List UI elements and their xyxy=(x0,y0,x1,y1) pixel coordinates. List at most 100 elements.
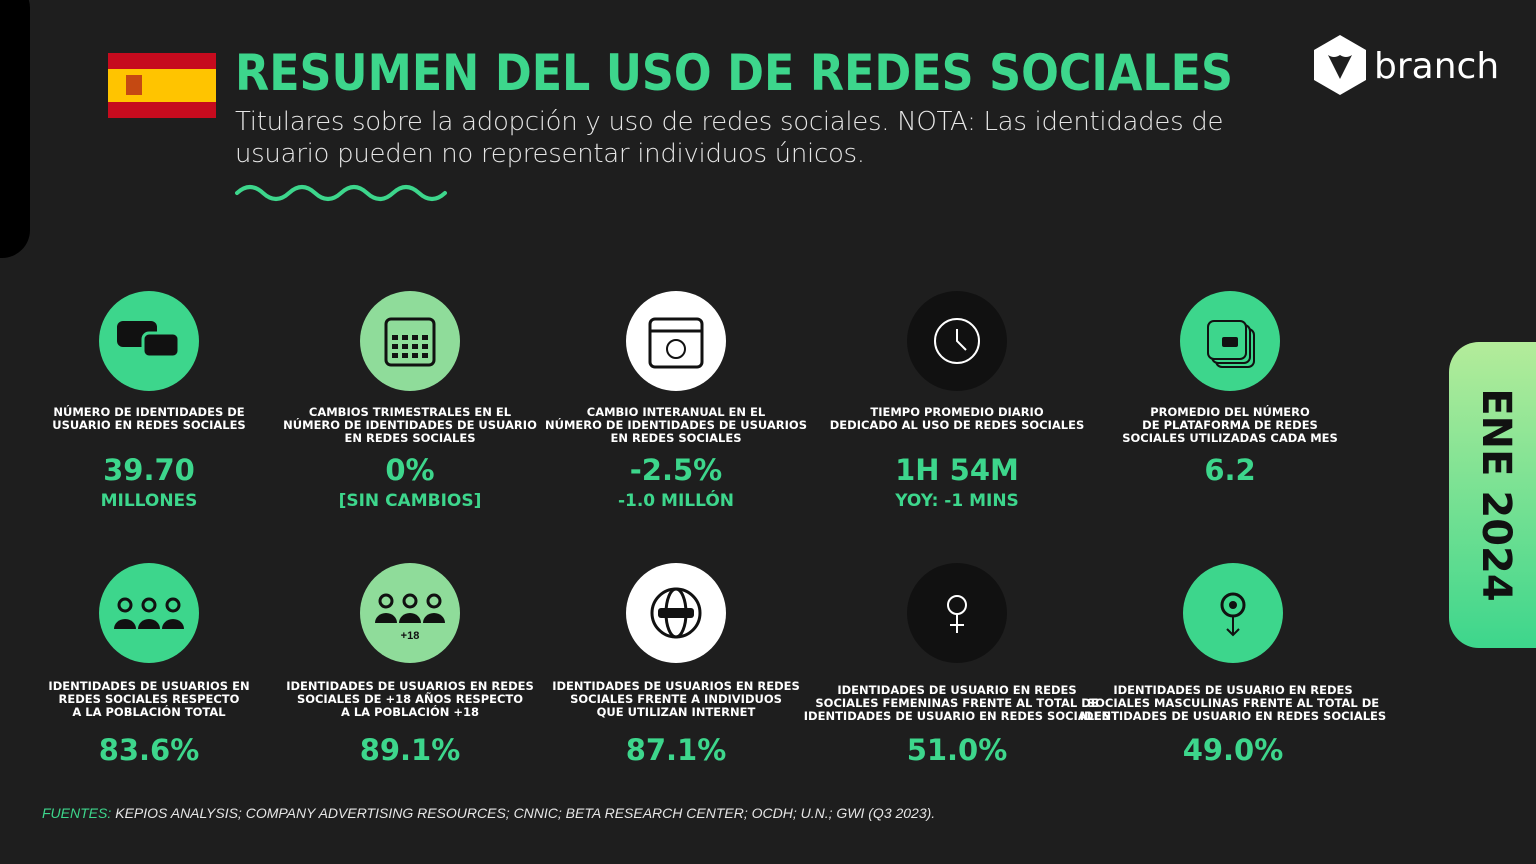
stat-sub: -1.0 MILLÓN xyxy=(618,489,734,511)
wave xyxy=(235,185,447,201)
stat-label: TIEMPO PROMEDIO DIARIO xyxy=(870,405,1043,419)
icon-text: +18 xyxy=(401,630,420,642)
stat-sub: MILLONES xyxy=(101,491,198,511)
stat-sub: [SIN CAMBIOS] xyxy=(339,491,482,511)
icon-shape xyxy=(375,613,397,623)
stat-label: CAMBIO INTERANUAL EN EL xyxy=(587,405,766,419)
icon-shape xyxy=(402,335,408,340)
stat-label: PROMEDIO DEL NÚMERO xyxy=(1150,404,1310,419)
stat-label: A LA POBLACIÓN TOTAL xyxy=(72,704,226,719)
icon-shape xyxy=(422,344,428,349)
icon-shape xyxy=(422,353,428,358)
corner-tab xyxy=(0,0,30,258)
icon-shape xyxy=(165,597,181,613)
icon-shape xyxy=(141,597,157,613)
stat-label: DEDICADO AL USO DE REDES SOCIALES xyxy=(830,418,1084,432)
icon-shape xyxy=(392,353,398,358)
stat-value: 89.1% xyxy=(360,733,461,767)
icon-shape xyxy=(1222,337,1238,347)
icon-shape xyxy=(138,619,160,629)
stat-label: REDES SOCIALES RESPECTO xyxy=(59,692,240,706)
sources-label: FUENTES: xyxy=(42,805,111,821)
icon-shape xyxy=(423,613,445,623)
icon-circle xyxy=(360,291,460,391)
date-label: ENE 2024 xyxy=(1473,388,1519,601)
stat-label: SOCIALES DE +18 AÑOS RESPECTO xyxy=(297,691,523,706)
icon-shape xyxy=(399,613,421,623)
stat-label: SOCIALES MASCULINAS FRENTE AL TOTAL DE xyxy=(1087,696,1379,710)
stat-label: EN REDES SOCIALES xyxy=(344,431,475,445)
stat-label: IDENTIDADES DE USUARIO EN REDES xyxy=(837,683,1076,697)
stat-label: NÚMERO DE IDENTIDADES DE xyxy=(53,404,244,419)
stat-value: 49.0% xyxy=(1183,733,1284,767)
stat-label: USUARIO EN REDES SOCIALES xyxy=(52,418,245,432)
icon-shape xyxy=(934,318,980,364)
stat-value: 0% xyxy=(385,453,434,487)
icon-shape xyxy=(1229,601,1237,609)
stat-label: DE PLATAFORMA DE REDES xyxy=(1142,418,1318,432)
stat-label: IDENTIDADES DE USUARIO EN REDES SOCIALES xyxy=(804,709,1110,723)
icon-shape xyxy=(392,335,398,340)
flag xyxy=(108,53,216,118)
stat-value: 1H 54M xyxy=(895,453,1019,487)
stat-label: SOCIALES UTILIZADAS CADA MES xyxy=(1122,431,1338,445)
stat-card: +18 IDENTIDADES DE USUARIOS EN REDESSOCIA… xyxy=(286,563,534,767)
icon-shape xyxy=(114,619,136,629)
sources-text: KEPIOS ANALYSIS; COMPANY ADVERTISING RES… xyxy=(115,805,935,821)
brand-name: branch xyxy=(1374,46,1499,87)
stat-sub: YOY: -1 MINS xyxy=(894,491,1019,511)
icon-shape xyxy=(392,344,398,349)
stat-value: -2.5% xyxy=(630,453,722,487)
stat-label: SOCIALES FEMENINAS FRENTE AL TOTAL DE xyxy=(815,696,1098,710)
stat-label: QUE UTILIZAN INTERNET xyxy=(597,705,756,719)
icon-shape xyxy=(402,353,408,358)
icon-shape xyxy=(1226,616,1240,637)
stat-label: NÚMERO DE IDENTIDADES DE USUARIOS xyxy=(545,417,807,432)
stat-card: IDENTIDADES DE USUARIO EN REDESSOCIALES … xyxy=(1080,563,1386,767)
stat-label: EN REDES SOCIALES xyxy=(610,431,741,445)
stat-label: IDENTIDADES DE USUARIOS EN REDES xyxy=(552,679,800,693)
icon-shape xyxy=(117,597,133,613)
icon-shape xyxy=(426,593,442,609)
stat-label: CAMBIOS TRIMESTRALES EN EL xyxy=(309,405,512,419)
stat-label: A LA POBLACIÓN +18 xyxy=(341,704,479,719)
icon-shape xyxy=(950,614,964,633)
stat-value: 51.0% xyxy=(907,733,1008,767)
icon-shape xyxy=(412,353,418,358)
icon-shape xyxy=(658,608,694,618)
icon-shape xyxy=(666,339,686,359)
icon-shape xyxy=(422,335,428,340)
icon-shape xyxy=(378,593,394,609)
brand-logo: branch xyxy=(1314,35,1499,95)
stat-card: IDENTIDADES DE USUARIOS EN REDESSOCIALES… xyxy=(552,563,800,767)
title: RESUMEN DEL USO DE REDES SOCIALES xyxy=(235,44,1233,102)
icon-shape xyxy=(412,344,418,349)
icon-shape xyxy=(956,329,967,351)
icon-shape xyxy=(412,335,418,340)
icon-shape xyxy=(648,317,704,369)
subtitle: Titulares sobre la adopción y uso de red… xyxy=(235,107,1224,169)
date-tab xyxy=(1449,342,1536,648)
stat-value: 39.70 xyxy=(103,453,195,487)
icon-shape xyxy=(402,344,408,349)
icon-circle xyxy=(99,563,199,663)
stat-label: IDENTIDADES DE USUARIOS EN REDES xyxy=(286,679,534,693)
stat-card: IDENTIDADES DE USUARIO EN REDESSOCIALES … xyxy=(804,563,1110,767)
stat-value: 87.1% xyxy=(626,733,727,767)
icon-shape xyxy=(402,593,418,609)
stat-value: 6.2 xyxy=(1204,453,1255,487)
stat-label: IDENTIDADES DE USUARIO EN REDES xyxy=(1113,683,1352,697)
icon-shape xyxy=(162,619,184,629)
stat-value: 83.6% xyxy=(99,733,200,767)
stat-label: IDENTIDADES DE USUARIO EN REDES SOCIALES xyxy=(1080,709,1386,723)
stat-label: NÚMERO DE IDENTIDADES DE USUARIO xyxy=(283,417,537,432)
icon-shape xyxy=(384,317,436,367)
